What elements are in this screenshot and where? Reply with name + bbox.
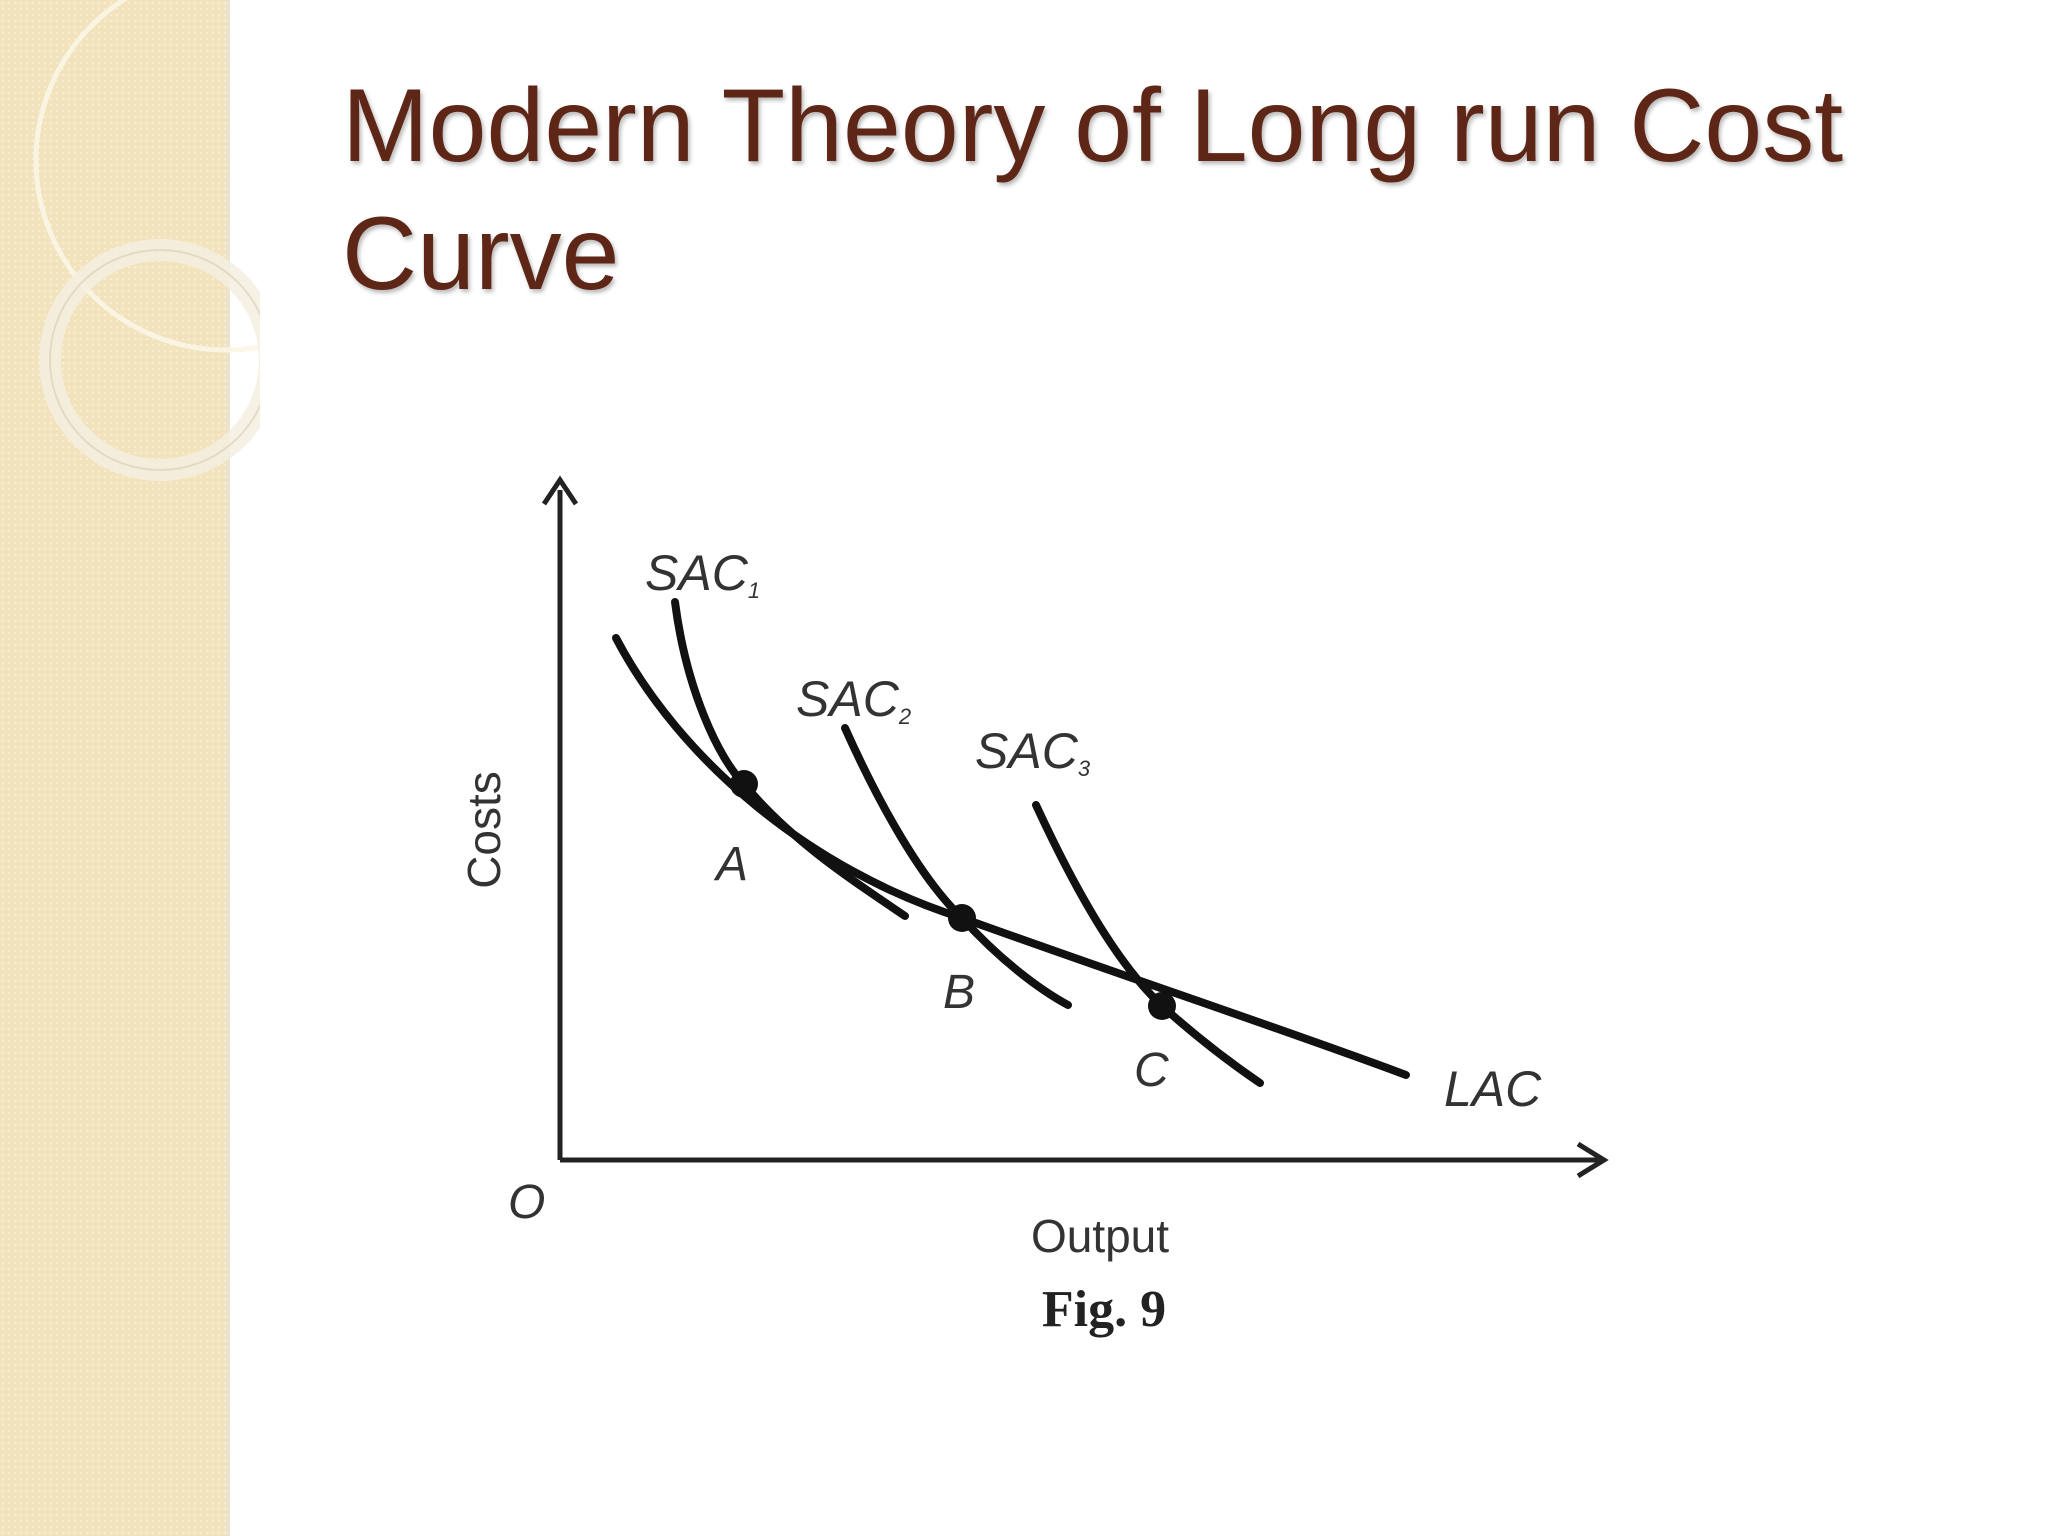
axes [541, 475, 1609, 1179]
sac3-label: SAC3 [975, 723, 1091, 781]
origin-label: O [508, 1176, 545, 1229]
lac-label: LAC [1444, 1061, 1542, 1117]
y-axis-label: Costs [458, 771, 510, 889]
y-axis-arrow-icon [541, 475, 579, 506]
point-label-b: B [943, 966, 975, 1019]
x-axis-arrow-icon [1576, 1141, 1609, 1179]
decorative-rings [33, 0, 260, 481]
slide-title: Modern Theory of Long run Cost Curve [342, 68, 1844, 312]
sac1-label: SAC1 [645, 545, 760, 603]
sac2-label: SAC2 [796, 671, 911, 729]
tangency-point-c [1148, 992, 1176, 1020]
sidebar-edge [226, 0, 230, 1536]
tangency-point-b [948, 904, 976, 932]
x-axis-label: Output [1031, 1210, 1169, 1262]
figure-caption: Fig. 9 [1042, 1281, 1166, 1338]
sac3-curve [1032, 801, 1264, 1087]
tangency-point-a [730, 770, 758, 798]
point-label-c: C [1134, 1044, 1169, 1097]
point-label-a: A [713, 838, 748, 891]
